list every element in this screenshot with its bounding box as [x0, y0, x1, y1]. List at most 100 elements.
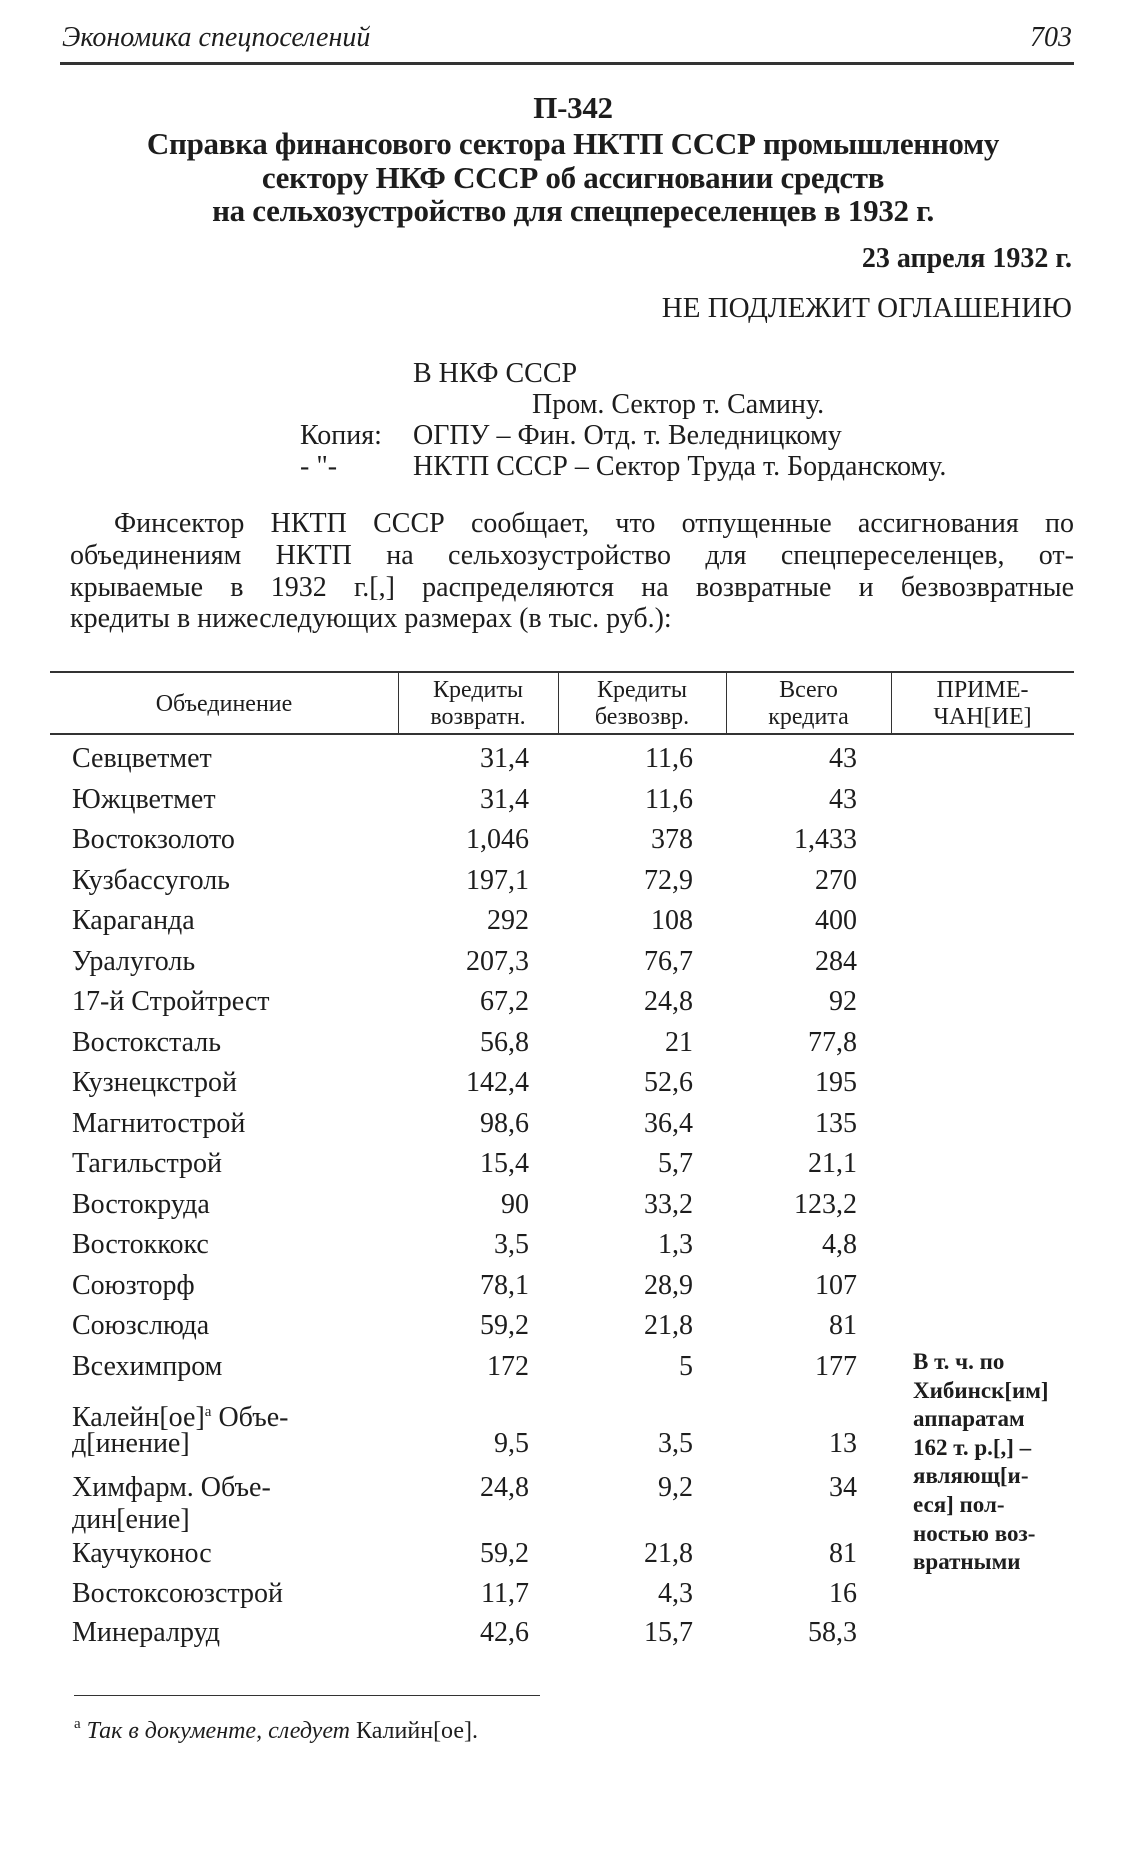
copy-recipient: ОГПУ – Фин. Отд. т. Веледницкому: [413, 420, 842, 451]
nonreturnable-credit: 11,6: [645, 784, 693, 815]
note-line: Хибинск[им]: [913, 1377, 1049, 1403]
name-text: Калейн[ое]: [72, 1402, 205, 1433]
returnable-credit: 90: [501, 1189, 529, 1220]
document-date: 23 апреля 1932 г.: [861, 243, 1072, 274]
header-text: безвозвр.: [594, 704, 690, 730]
organization-name: дин[ение]: [72, 1504, 190, 1536]
returnable-credit: 207,3: [466, 946, 529, 977]
note-line: еся] пол-: [913, 1491, 1005, 1517]
name-text: Всехимпром: [72, 1351, 223, 1382]
organization-name: Востоксоюзстрой: [72, 1578, 283, 1610]
column-header-total: Всего кредита: [726, 676, 891, 732]
name-text: 17-й Стройтрест: [72, 986, 270, 1017]
name-text: Уралуголь: [72, 946, 196, 977]
organization-name: Кузбассуголь: [72, 865, 230, 897]
organization-name: Востоккокс: [72, 1229, 209, 1261]
returnable-credit: 78,1: [480, 1270, 529, 1301]
organization-name: Востокруда: [72, 1189, 210, 1221]
name-text: Востоксоюзстрой: [72, 1578, 283, 1609]
nonreturnable-credit: 21: [665, 1027, 693, 1058]
body-paragraph: Финсектор НКТП СССР сообщает, что отпуще…: [70, 508, 1074, 635]
name-text: дин[ение]: [72, 1504, 190, 1535]
name-text: Химфарм. Объе-: [72, 1472, 271, 1503]
returnable-credit: 9,5: [494, 1428, 529, 1459]
header-text: возвратн.: [430, 704, 526, 730]
organization-name: Кузнецкстрой: [72, 1067, 237, 1099]
organization-name: Тагильстрой: [72, 1148, 222, 1180]
total-credit: 13: [829, 1428, 857, 1459]
addressee-detail: Пром. Сектор т. Самину.: [532, 389, 825, 420]
nonreturnable-credit: 15,7: [644, 1617, 693, 1648]
organization-name: Севцветмет: [72, 743, 212, 775]
name-text: Кузбассуголь: [72, 865, 230, 896]
organization-name: Союзслюда: [72, 1310, 209, 1342]
returnable-credit: 59,2: [480, 1538, 529, 1569]
total-credit: 284: [815, 946, 857, 977]
footnote-mark: а: [204, 1404, 212, 1420]
returnable-credit: 1,046: [466, 824, 529, 855]
returnable-credit: 98,6: [480, 1108, 529, 1139]
document-title-line: на сельхозустройство для спецпереселенце…: [212, 193, 934, 228]
column-divider: [558, 671, 559, 734]
nonreturnable-credit: 24,8: [644, 986, 693, 1017]
organization-name: Южцветмет: [72, 784, 216, 816]
returnable-credit: 292: [487, 905, 529, 936]
organization-name: Калейн[ое]а Объе-: [72, 1396, 288, 1434]
nonreturnable-credit: 33,2: [644, 1189, 693, 1220]
column-divider: [891, 671, 892, 734]
paragraph-line: объединениям НКТП на сельхозустройство д…: [70, 539, 1074, 571]
returnable-credit: 31,4: [480, 743, 529, 774]
page-number: 703: [1030, 22, 1072, 53]
header-text: Кредиты: [432, 677, 523, 703]
document-number: П-342: [533, 90, 613, 125]
name-text: Востокзолото: [72, 824, 235, 855]
organization-name: 17-й Стройтрест: [72, 986, 270, 1018]
total-credit: 16: [829, 1578, 857, 1609]
returnable-credit: 24,8: [480, 1472, 529, 1503]
name-text: д[инение]: [72, 1428, 190, 1459]
name-text: Севцветмет: [72, 743, 212, 774]
organization-name: Караганда: [72, 905, 195, 937]
header-text: Объединение: [155, 690, 293, 717]
nonreturnable-credit: 52,6: [644, 1067, 693, 1098]
header-text: ЧАН[ИЕ]: [933, 704, 1032, 730]
returnable-credit: 42,6: [480, 1617, 529, 1648]
copy-recipient: НКТП СССР – Сектор Труда т. Борданскому.: [413, 451, 947, 482]
column-header-note: ПРИМЕ- ЧАН[ИЕ]: [891, 676, 1074, 732]
nonreturnable-credit: 21,8: [644, 1538, 693, 1569]
name-text: Союзторф: [72, 1270, 195, 1301]
nonreturnable-credit: 1,3: [658, 1229, 693, 1260]
organization-name: Магнитострой: [72, 1108, 245, 1140]
nonreturnable-credit: 5: [679, 1351, 693, 1382]
nonreturnable-credit: 378: [651, 824, 693, 855]
name-text: Тагильстрой: [72, 1148, 223, 1179]
ditto-mark: - "-: [300, 451, 338, 482]
nonreturnable-credit: 72,9: [644, 865, 693, 896]
name-text: Востоккокс: [72, 1229, 209, 1260]
copy-label: Копия:: [300, 420, 382, 451]
nonreturnable-credit: 28,9: [644, 1270, 693, 1301]
name-text: Кузнецкстрой: [72, 1067, 237, 1098]
returnable-credit: 67,2: [480, 986, 529, 1017]
total-credit: 4,8: [822, 1229, 857, 1260]
name-text: Востокруда: [72, 1189, 210, 1220]
total-credit: 43: [829, 743, 857, 774]
document-title-line: Справка финансового сектора НКТП СССР пр…: [146, 126, 1000, 161]
paragraph-line: Финсектор НКТП СССР сообщает, что отпуще…: [114, 508, 1074, 539]
column-divider: [726, 671, 727, 734]
nonreturnable-credit: 21,8: [644, 1310, 693, 1341]
returnable-credit: 15,4: [480, 1148, 529, 1179]
total-credit: 135: [815, 1108, 857, 1139]
name-text: Востоксталь: [72, 1027, 221, 1058]
total-credit: 21,1: [808, 1148, 857, 1179]
total-credit: 34: [829, 1472, 857, 1503]
nonreturnable-credit: 5,7: [658, 1148, 693, 1179]
organization-name: Химфарм. Объе-: [72, 1472, 271, 1504]
organization-name: Востоксталь: [72, 1027, 221, 1059]
document-title-line: сектору НКФ СССР об ассигновании средств: [261, 160, 885, 195]
total-credit: 81: [829, 1538, 857, 1569]
total-credit: 177: [815, 1351, 857, 1382]
header-text: кредита: [768, 704, 849, 730]
table-header-rule: [50, 733, 1074, 735]
name-text: Южцветмет: [72, 784, 216, 815]
